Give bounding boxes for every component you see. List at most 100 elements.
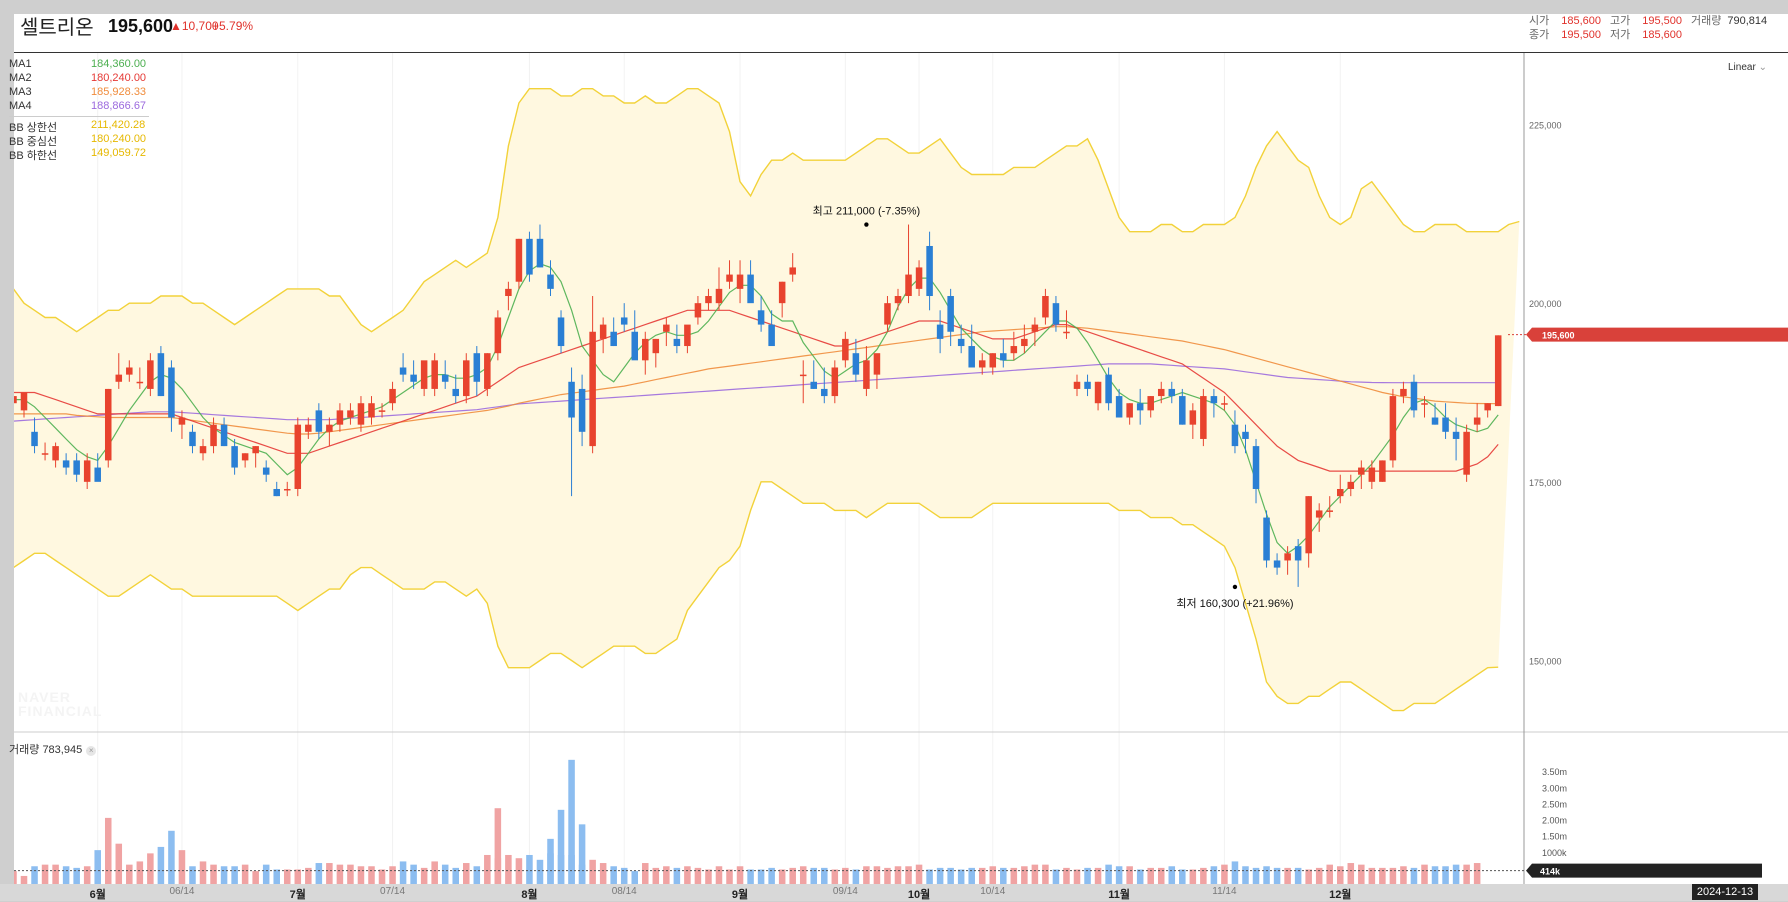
candle-body <box>1326 510 1333 512</box>
candle-body <box>505 288 512 297</box>
candle-body <box>547 274 554 289</box>
annotation-label: 최고 211,000 (-7.35%) <box>813 205 920 218</box>
legend-ma3-value: 185,928.33 <box>91 86 147 98</box>
volume-bar <box>1073 869 1081 884</box>
candle-body <box>1168 388 1176 397</box>
volume-tick-label: 1.50m <box>1542 832 1567 842</box>
candle-body <box>1400 388 1407 397</box>
volume-bar <box>368 866 375 884</box>
volume-panel-value: 783,945 <box>42 744 83 756</box>
volume-bar <box>431 861 438 884</box>
volume-bar <box>1179 869 1186 884</box>
candle-body <box>273 488 280 497</box>
candle-body <box>126 367 133 375</box>
candle-body <box>1442 417 1449 432</box>
volume-bar <box>1221 864 1228 884</box>
x-axis-labels: 6월 06/14 7월 07/14 8월 08/14 9월 09/14 10월 10/14 11월 1… <box>0 884 1788 901</box>
volume-info: 거래량 790,814 <box>1691 12 1767 28</box>
volume-bar <box>1200 867 1207 884</box>
legend-bb-middle-value: 180,240.00 <box>91 133 147 145</box>
volume-bar <box>631 871 639 884</box>
candle-body <box>1379 460 1386 482</box>
moving-average-layer <box>13 263 1499 555</box>
stock-name: 셀트리온 <box>20 17 94 39</box>
candle-body <box>283 488 291 491</box>
candle-body <box>873 353 881 375</box>
candle-body <box>1410 381 1418 411</box>
last-date-badge: 2024-12-13 <box>1692 884 1758 900</box>
candle-body <box>1421 403 1428 405</box>
candle-body <box>1210 396 1218 404</box>
volume-bar <box>1242 866 1249 884</box>
candle-body <box>1273 560 1281 568</box>
candle-body <box>821 388 828 397</box>
x-tick-label: 7월 <box>289 889 306 901</box>
bollinger-band-layer <box>12 87 1520 712</box>
volume-bar <box>536 859 544 884</box>
volume-bar <box>1400 866 1407 884</box>
volume-bar <box>557 809 565 884</box>
volume-bar <box>262 864 270 884</box>
candle-body <box>1200 396 1207 439</box>
candle-body <box>1315 510 1323 518</box>
candle-body <box>368 403 375 418</box>
candle-body <box>484 353 491 389</box>
candle-body <box>1263 517 1270 561</box>
scale-mode-dropdown[interactable]: Linear ⌄ <box>1728 62 1767 73</box>
candle-body <box>1389 396 1397 461</box>
axis-layer: 150,000 175,000 200,000 225,000 195,600 1000k… <box>1508 120 1788 878</box>
candle-body <box>978 360 986 368</box>
volume-bar <box>1442 866 1449 884</box>
current-price-label: 195,600 <box>1542 331 1575 341</box>
x-tick-label: 11월 <box>1108 889 1130 901</box>
volume-bar <box>589 859 596 884</box>
bollinger-band-fill <box>13 88 1520 711</box>
volume-bar <box>799 866 807 884</box>
candle-body <box>231 446 238 468</box>
candle-body <box>1347 481 1355 489</box>
candle-body <box>336 410 344 425</box>
low-price-info: 저가 185,600 <box>1610 26 1682 42</box>
volume-bar <box>1063 867 1070 884</box>
volume-bar <box>136 861 144 884</box>
volume-bar <box>31 866 38 884</box>
annotation-marker <box>864 222 869 227</box>
candle-body <box>294 424 302 489</box>
candle-body <box>357 403 365 425</box>
bollinger-upper-line <box>12 87 1520 333</box>
volume-tick-label: 3.00m <box>1542 783 1567 793</box>
candle-body <box>863 360 870 389</box>
candle-body <box>178 417 186 425</box>
candle-body <box>1252 446 1260 489</box>
candle-body <box>599 324 607 339</box>
candle-body <box>747 274 754 304</box>
x-tick-label: 10/14 <box>980 886 1006 897</box>
candle-body <box>757 310 765 325</box>
volume-bar <box>1105 864 1112 884</box>
legend-ma3-name: MA3 <box>9 86 32 98</box>
candle-body <box>831 367 839 397</box>
volume-bar <box>694 867 702 884</box>
legend-ma1-name: MA1 <box>9 58 32 70</box>
legend-bb-lower-value: 149,059.72 <box>91 147 147 159</box>
volume-bar <box>52 864 59 884</box>
candle-body <box>989 353 997 368</box>
legend-ma2-value: 180,240.00 <box>91 72 147 84</box>
close-price-info: 종가 195,500 <box>1529 26 1601 42</box>
close-icon[interactable]: × <box>86 746 97 756</box>
candle-body <box>494 317 502 354</box>
volume-bar <box>1252 867 1260 884</box>
candle-body <box>1084 381 1091 389</box>
x-tick-label: 6월 <box>89 889 106 901</box>
candle-body <box>789 267 796 275</box>
candle-body <box>1189 410 1197 425</box>
candle-body <box>1031 324 1039 332</box>
candle-body <box>73 460 80 475</box>
candle-body <box>1242 431 1249 439</box>
candle-body <box>1073 381 1081 389</box>
volume-bar <box>1021 866 1028 884</box>
volume-bar <box>326 863 333 884</box>
legend-ma3: MA3 185,928.33 <box>9 86 149 100</box>
legend-bb-upper: BB 상한선 211,420.28 <box>9 119 149 134</box>
